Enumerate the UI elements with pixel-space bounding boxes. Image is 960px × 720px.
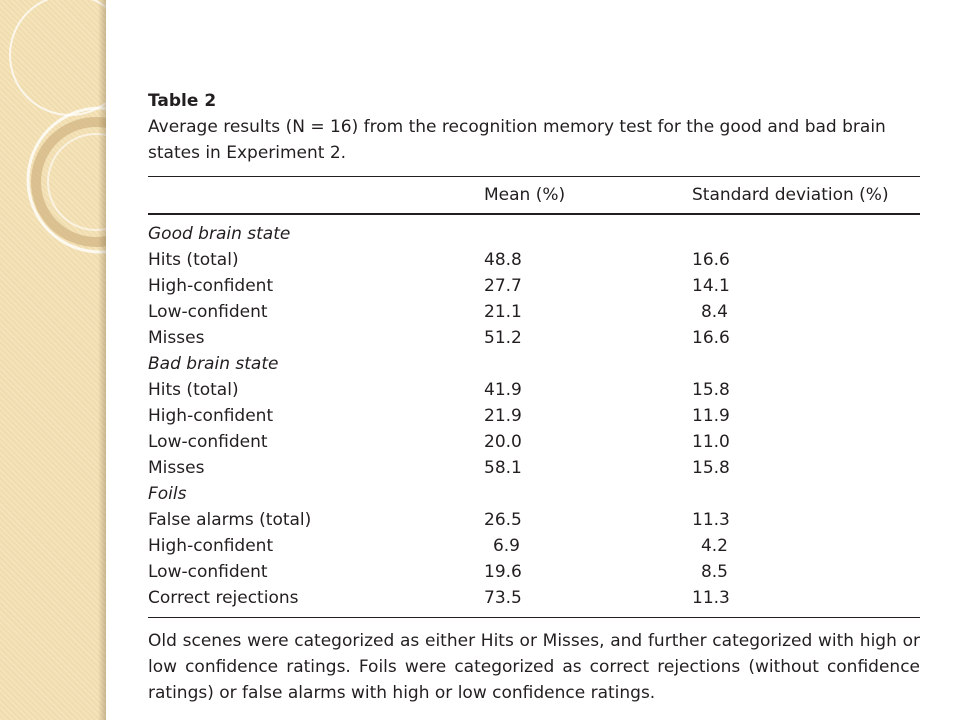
- sd-cell: 8.5: [700, 562, 728, 582]
- table-row: High-confident 21.9 11.9: [148, 403, 920, 429]
- mean-cell: [484, 214, 692, 247]
- mean-cell: 20.0: [484, 432, 522, 452]
- sd-cell: 8.4: [700, 302, 728, 322]
- row-label: Hits (total): [148, 250, 239, 270]
- column-header-mean: Mean (%): [484, 176, 692, 215]
- table-row: Bad brain state: [148, 351, 920, 377]
- sd-cell: 14.1: [692, 276, 730, 296]
- table-row: Misses 58.1 15.8: [148, 455, 920, 481]
- table-row: Low-confident 19.6 8.5: [148, 559, 920, 585]
- table-row: Misses 51.2 16.6: [148, 325, 920, 351]
- group-heading: Good brain state: [148, 224, 291, 244]
- sd-cell: 11.0: [692, 432, 730, 452]
- table-row: Good brain state: [148, 214, 920, 247]
- mean-cell: 19.6: [484, 562, 522, 582]
- row-label: Hits (total): [148, 380, 239, 400]
- table-row: Foils: [148, 481, 920, 507]
- table-row: Low-confident 20.0 11.0: [148, 429, 920, 455]
- mean-cell: 27.7: [484, 276, 522, 296]
- row-label: Correct rejections: [148, 588, 299, 608]
- table-row: False alarms (total) 26.5 11.3: [148, 507, 920, 533]
- mean-cell: [484, 481, 692, 507]
- row-label: False alarms (total): [148, 510, 312, 530]
- sd-cell: 15.8: [692, 380, 730, 400]
- column-header-sd: Standard deviation (%): [692, 176, 920, 215]
- row-label: High-confident: [148, 536, 274, 556]
- row-label: Low-confident: [148, 432, 268, 452]
- table-row: High-confident 27.7 14.1: [148, 273, 920, 299]
- table-row: Hits (total) 48.8 16.6: [148, 247, 920, 273]
- group-heading: Bad brain state: [148, 354, 279, 374]
- group-heading: Foils: [148, 484, 187, 504]
- row-label: High-confident: [148, 276, 274, 296]
- sd-cell: 16.6: [692, 328, 730, 348]
- table-footnote: Old scenes were categorized as either Hi…: [148, 631, 920, 703]
- column-header-label: [148, 176, 484, 215]
- decorative-circles: [9, 0, 106, 254]
- sd-cell: 4.2: [700, 536, 728, 556]
- mean-cell: 73.5: [484, 588, 522, 608]
- mean-cell: 58.1: [484, 458, 522, 478]
- mean-cell: 51.2: [484, 328, 522, 348]
- sd-cell: 15.8: [692, 458, 730, 478]
- mean-cell: 48.8: [484, 250, 522, 270]
- mean-cell: 21.9: [484, 406, 522, 426]
- sd-cell: [692, 214, 920, 247]
- row-label: Misses: [148, 458, 205, 478]
- row-label: Low-confident: [148, 562, 268, 582]
- sd-cell: 16.6: [692, 250, 730, 270]
- mean-cell: 41.9: [484, 380, 522, 400]
- mean-cell: [484, 351, 692, 377]
- mean-cell: 21.1: [484, 302, 522, 322]
- sd-cell: [692, 351, 920, 377]
- table-row: Hits (total) 41.9 15.8: [148, 377, 920, 403]
- row-label: High-confident: [148, 406, 274, 426]
- results-table: Mean (%) Standard deviation (%) Good bra…: [148, 176, 920, 618]
- sd-cell: [692, 481, 920, 507]
- table-label: Table 2: [148, 91, 217, 111]
- mean-cell: 6.9: [492, 536, 520, 556]
- row-label: Low-confident: [148, 302, 268, 322]
- table-figure: Table 2 Average results (N = 16) from th…: [148, 88, 920, 706]
- decorative-side-band: [0, 0, 106, 720]
- sd-cell: 11.3: [692, 588, 730, 608]
- table-row: High-confident 6.9 4.2: [148, 533, 920, 559]
- row-label: Misses: [148, 328, 205, 348]
- sd-cell: 11.3: [692, 510, 730, 530]
- table-row: Low-confident 21.1 8.4: [148, 299, 920, 325]
- mean-cell: 26.5: [484, 510, 522, 530]
- header-row: Mean (%) Standard deviation (%): [148, 176, 920, 215]
- sd-cell: 11.9: [692, 406, 730, 426]
- table-caption: Table 2 Average results (N = 16) from th…: [148, 88, 920, 166]
- table-description: Average results (N = 16) from the recogn…: [148, 117, 886, 163]
- table-row: Correct rejections 73.5 11.3: [148, 585, 920, 618]
